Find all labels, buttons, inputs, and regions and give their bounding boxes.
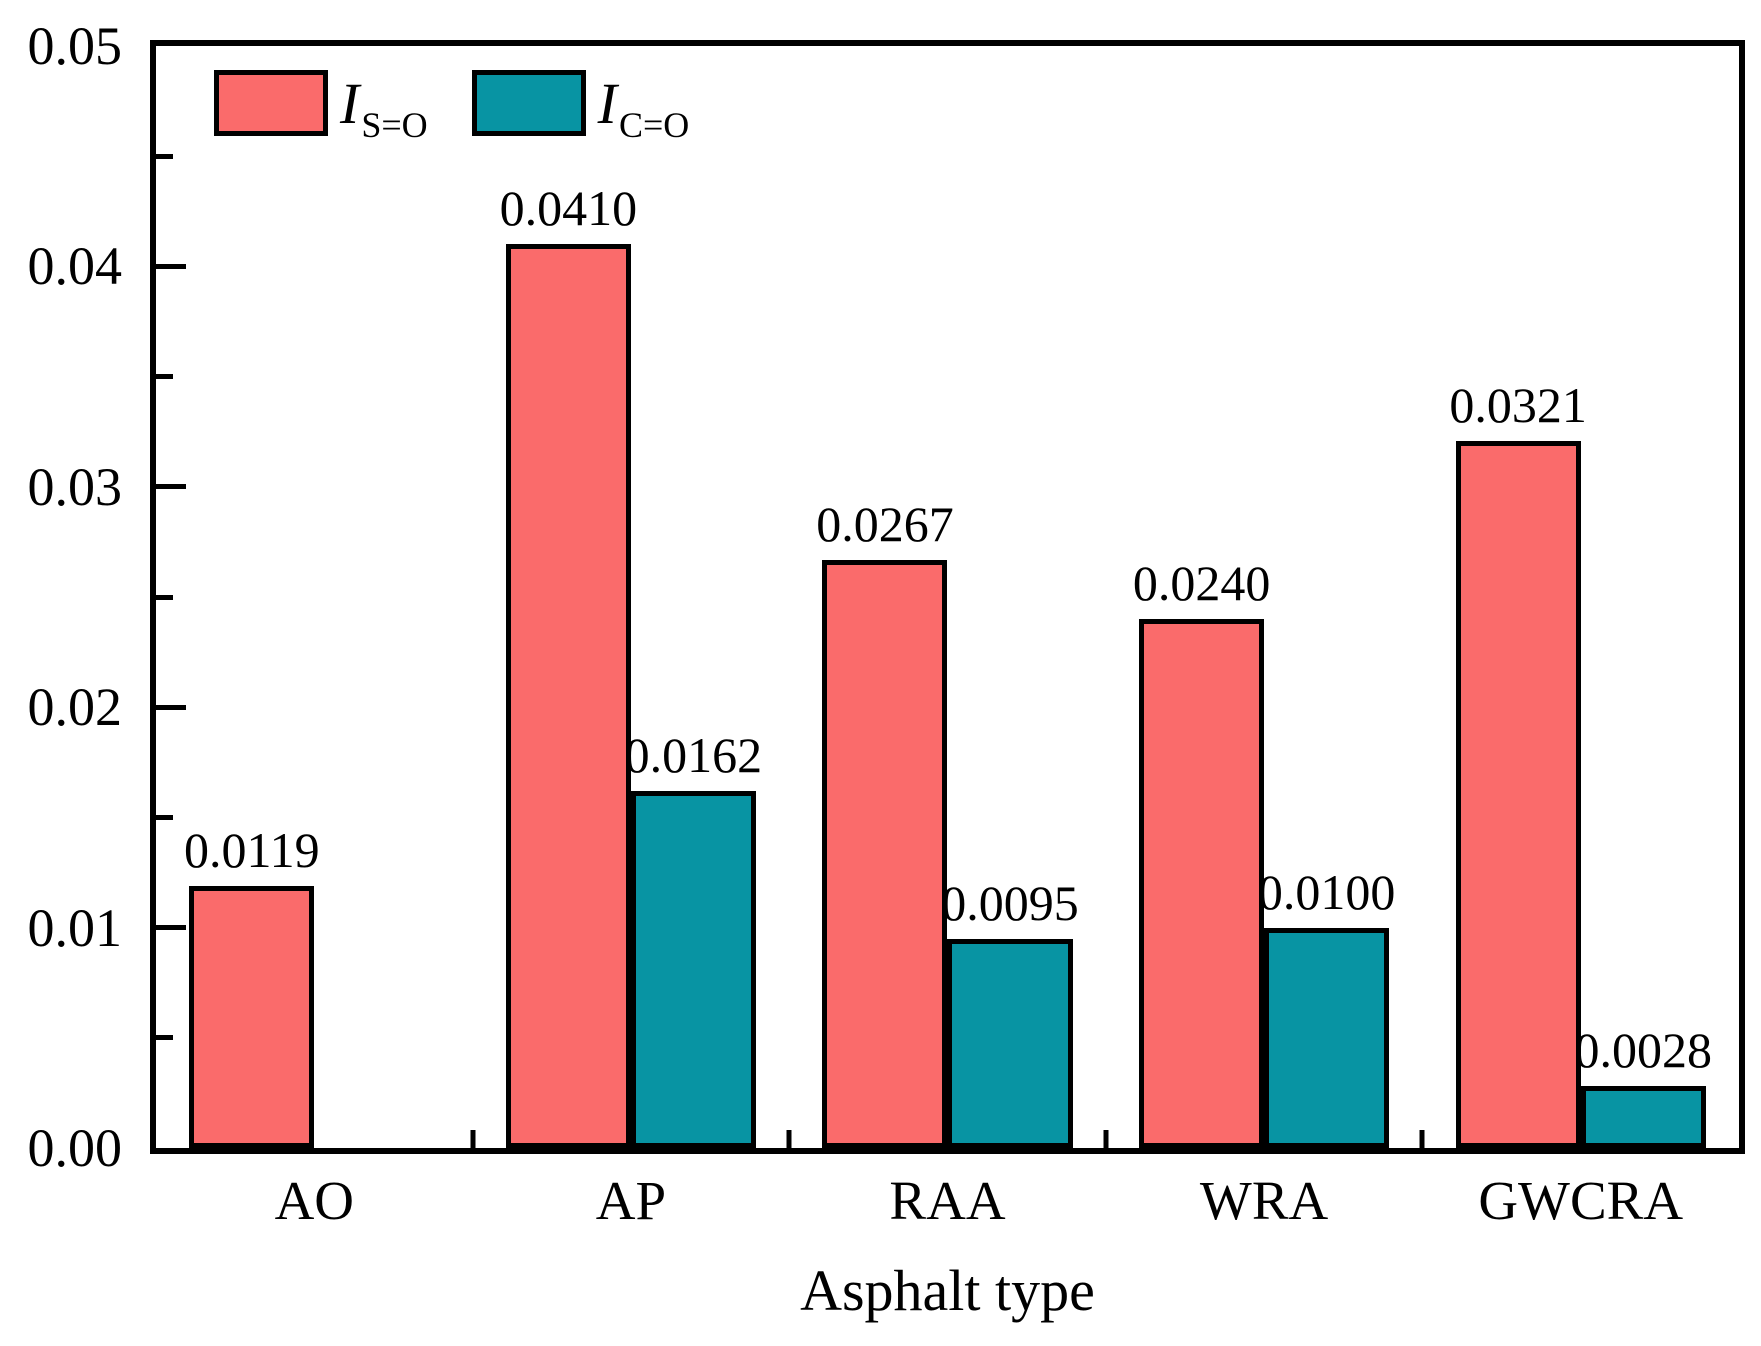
category-slot-raa: 0.0267 0.0095 — [789, 46, 1106, 1148]
bar-i_c=o-gwcra — [1580, 1086, 1706, 1148]
x-category-label-raa: RAA — [889, 1170, 1006, 1231]
y-tick-label: 0.02 — [27, 677, 123, 738]
legend-symbol: I — [340, 70, 360, 136]
bar-value-label: 0.0321 — [1449, 376, 1587, 433]
bar-i_s=o-ao — [189, 885, 315, 1148]
category-slot-wra: 0.0240 0.0100 — [1106, 46, 1423, 1148]
bar-value-label: 0.0267 — [816, 495, 954, 552]
bar-value-label: 0.0162 — [624, 726, 763, 783]
y-tick-label: 0.04 — [27, 236, 123, 297]
y-axis-labels: 0.00 0.01 0.02 0.03 0.04 0.05 — [0, 16, 132, 1178]
category-slot-ap: 0.0410 0.0162 — [473, 46, 790, 1148]
y-tick-label: 0.00 — [27, 1118, 123, 1178]
y-tick-label: 0.01 — [27, 897, 123, 958]
bar-i_s=o-ap — [505, 244, 631, 1148]
y-tick-label: 0.03 — [27, 456, 123, 517]
y-tick-label: 0.05 — [27, 16, 123, 76]
x-category-label-wra: WRA — [1199, 1170, 1329, 1231]
legend-subscript: C=O — [618, 104, 690, 145]
bar-value-label: 0.0028 — [1574, 1022, 1712, 1079]
bar-i_c=o-ap — [630, 790, 756, 1148]
bar-i_c=o-wra — [1264, 927, 1390, 1148]
bar-value-label: 0.0410 — [499, 180, 638, 237]
bar-value-label: 0.0100 — [1257, 863, 1396, 920]
legend-label-i_c=o: IC=O — [597, 70, 690, 145]
legend-subscript: S=O — [361, 104, 428, 145]
x-boundary-tick — [786, 1130, 792, 1148]
x-axis-title: Asphalt type — [800, 1258, 1095, 1323]
legend-symbol: I — [597, 70, 617, 136]
legend-swatch-i_s=o — [214, 70, 328, 136]
legend-label-i_s=o: IS=O — [340, 70, 428, 145]
bar-value-label: 0.0240 — [1132, 555, 1271, 612]
y-minor-tick — [156, 153, 173, 159]
y-minor-tick — [156, 814, 173, 820]
bar-i_s=o-raa — [822, 559, 948, 1148]
x-axis-labels: AO AP RAA WRA GWCRA — [156, 1168, 1739, 1238]
y-minor-tick — [156, 1035, 173, 1041]
plot-area: IS=O IC=O 0.0119 0.0410 0.0162 0.0267 0.0095 0… — [150, 40, 1745, 1154]
bar-value-label: 0.0119 — [183, 821, 320, 878]
y-major-tick — [156, 484, 186, 490]
x-category-label-gwcra: GWCRA — [1478, 1170, 1684, 1231]
y-major-tick — [156, 704, 186, 710]
y-major-tick — [156, 925, 186, 931]
legend: IS=O IC=O — [214, 68, 733, 145]
x-category-label-ao: AO — [274, 1170, 355, 1231]
x-boundary-tick — [470, 1130, 476, 1148]
category-slot-ao: 0.0119 — [156, 46, 473, 1148]
bar-value-label: 0.0095 — [941, 874, 1079, 931]
category-slot-gwcra: 0.0321 0.0028 — [1422, 46, 1739, 1148]
x-boundary-tick — [1419, 1130, 1425, 1148]
y-minor-tick — [156, 374, 173, 380]
bar-i_s=o-gwcra — [1455, 440, 1581, 1148]
y-major-tick — [156, 263, 186, 269]
x-boundary-tick — [1103, 1130, 1109, 1148]
bar-i_s=o-wra — [1139, 619, 1265, 1148]
legend-swatch-i_c=o — [471, 70, 586, 136]
bar-i_c=o-raa — [947, 938, 1073, 1148]
y-minor-tick — [156, 594, 173, 600]
x-category-label-ap: AP — [595, 1170, 667, 1231]
